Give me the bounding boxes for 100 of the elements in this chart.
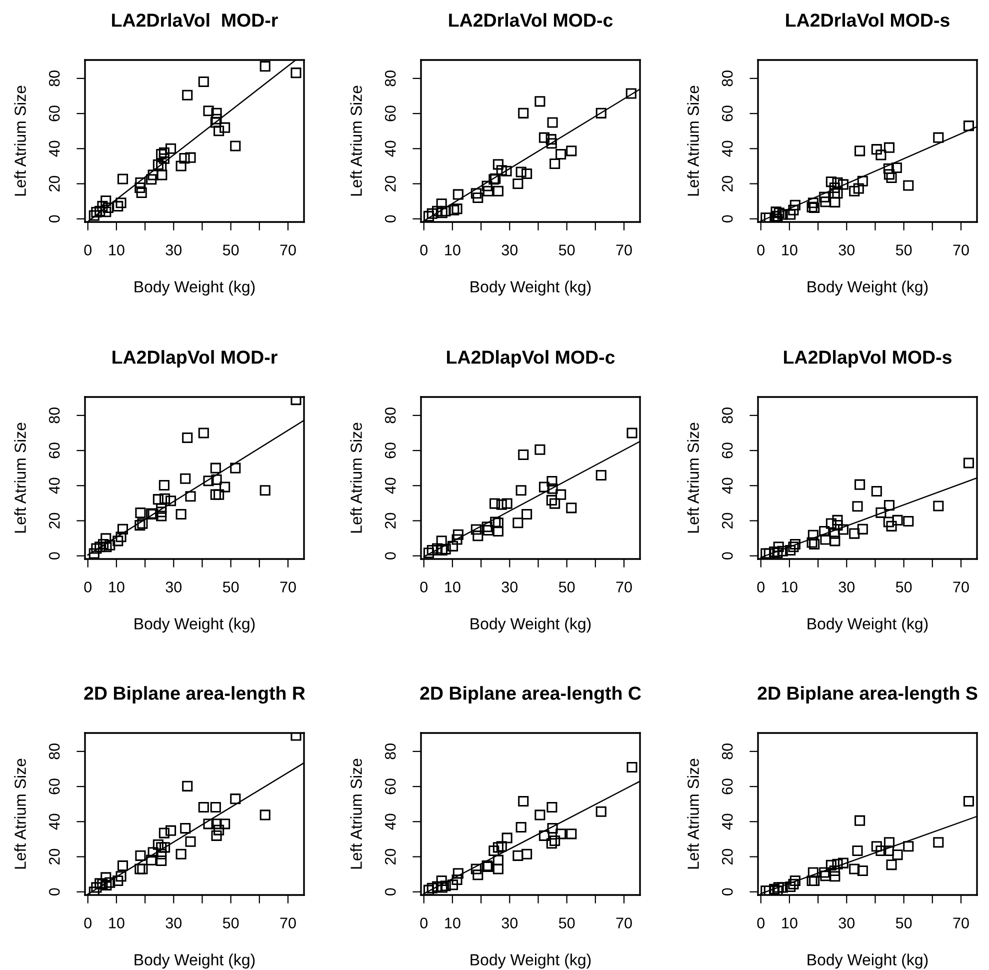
x-tick-label: 70 [953,582,969,592]
x-tick-label: 70 [953,918,969,928]
y-tick-label: 20 [48,848,60,864]
y-tick-label: 80 [384,408,396,424]
x-axis-title: Body Weight (kg) [134,954,255,969]
x-axis-title: Body Weight (kg) [808,280,928,296]
x-tick-label: 0 [757,244,765,256]
x-axis-title: Body Weight (kg) [134,280,255,296]
y-tick-label: 0 [48,552,60,560]
y-tick-label: 60 [384,106,396,122]
chart-title: 2D Biplane area-length C [420,686,641,704]
x-tick-label: 50 [896,582,912,592]
x-tick-label: 0 [84,244,92,256]
x-tick-label: 30 [502,582,518,592]
y-axis-title: Left Atrium Size [350,86,362,196]
x-tick-label: 10 [782,918,798,928]
x-tick-label: 0 [757,582,765,592]
x-tick-label: 70 [953,244,969,256]
x-axis-title: Body Weight (kg) [470,954,591,969]
y-tick-label: 60 [384,778,396,794]
x-tick-label: 10 [782,244,798,256]
x-axis-title: Body Weight (kg) [470,280,591,296]
x-tick-label: 10 [109,918,124,928]
x-tick-label: 0 [757,918,765,928]
y-tick-label: 20 [384,512,396,528]
y-tick-label: 80 [48,744,60,760]
y-tick-label: 80 [48,70,60,86]
y-axis-title: Left Atrium Size [350,758,362,869]
y-axis-title: Left Atrium Size [687,758,699,869]
y-tick-label: 60 [48,778,60,794]
x-tick-label: 0 [84,582,92,592]
y-tick-label: 20 [722,848,733,864]
y-axis-title: Left Atrium Size [687,86,699,196]
x-tick-label: 30 [502,244,518,256]
y-tick-label: 0 [384,888,396,896]
x-tick-label: 0 [420,244,428,256]
y-tick-label: 60 [722,106,733,122]
y-tick-label: 80 [384,70,396,86]
y-tick-label: 0 [48,215,60,222]
y-axis-title: Left Atrium Size [14,422,26,533]
y-tick-label: 0 [722,552,733,560]
x-tick-label: 10 [782,582,798,592]
x-tick-label: 70 [616,582,632,592]
x-tick-label: 50 [558,244,575,256]
y-axis-title: Left Atrium Size [14,86,26,196]
x-tick-label: 70 [616,244,632,256]
x-tick-label: 0 [420,918,428,928]
x-tick-label: 30 [838,582,855,592]
x-axis-title: Body Weight (kg) [134,618,255,633]
x-tick-label: 30 [166,244,182,256]
x-tick-label: 10 [445,244,460,256]
y-tick-label: 60 [722,778,733,794]
y-tick-label: 40 [48,814,60,830]
y-tick-label: 40 [48,140,60,157]
y-tick-label: 0 [384,552,396,560]
chart-title: LA2DrlaVol MOD-r [112,13,278,27]
y-tick-label: 40 [384,140,396,157]
y-tick-label: 20 [48,512,60,528]
y-tick-label: 80 [722,408,733,424]
y-tick-label: 20 [384,176,396,192]
y-tick-label: 20 [384,848,396,864]
y-axis-title: Left Atrium Size [14,758,26,869]
chart-title: LA2DrlaVol MOD-c [449,13,613,27]
x-tick-label: 50 [896,918,912,928]
y-tick-label: 40 [722,478,733,494]
x-tick-label: 70 [280,918,296,928]
x-tick-label: 50 [558,918,575,928]
x-tick-label: 70 [616,918,632,928]
x-tick-label: 10 [445,918,460,928]
chart-title: LA2DlapVol MOD-s [784,350,952,368]
y-tick-label: 80 [384,744,396,760]
x-tick-label: 30 [838,244,855,256]
chart-title: 2D Biplane area-length S [758,686,978,704]
x-tick-label: 30 [838,918,855,928]
y-tick-label: 60 [48,442,60,458]
y-tick-label: 60 [384,442,396,458]
y-tick-label: 20 [722,176,733,192]
y-tick-label: 60 [722,442,733,458]
y-axis-title: Left Atrium Size [687,422,699,533]
y-tick-label: 0 [384,215,396,222]
x-tick-label: 0 [84,918,92,928]
y-tick-label: 40 [384,814,396,830]
y-tick-label: 0 [48,888,60,896]
x-tick-label: 30 [166,582,182,592]
x-tick-label: 50 [222,244,239,256]
x-axis-title: Body Weight (kg) [808,954,928,969]
x-tick-label: 50 [896,244,912,256]
x-tick-label: 10 [445,582,460,592]
x-tick-label: 50 [222,582,239,592]
y-tick-label: 80 [722,744,733,760]
chart-title: 2D Biplane area-length R [84,686,306,704]
x-tick-label: 50 [558,582,575,592]
x-axis-title: Body Weight (kg) [470,618,591,633]
y-axis-title: Left Atrium Size [350,422,362,533]
x-tick-label: 30 [502,918,518,928]
x-tick-label: 0 [420,582,428,592]
x-tick-label: 10 [109,244,124,256]
y-tick-label: 80 [48,408,60,424]
y-tick-label: 40 [722,814,733,830]
y-tick-label: 20 [48,176,60,192]
